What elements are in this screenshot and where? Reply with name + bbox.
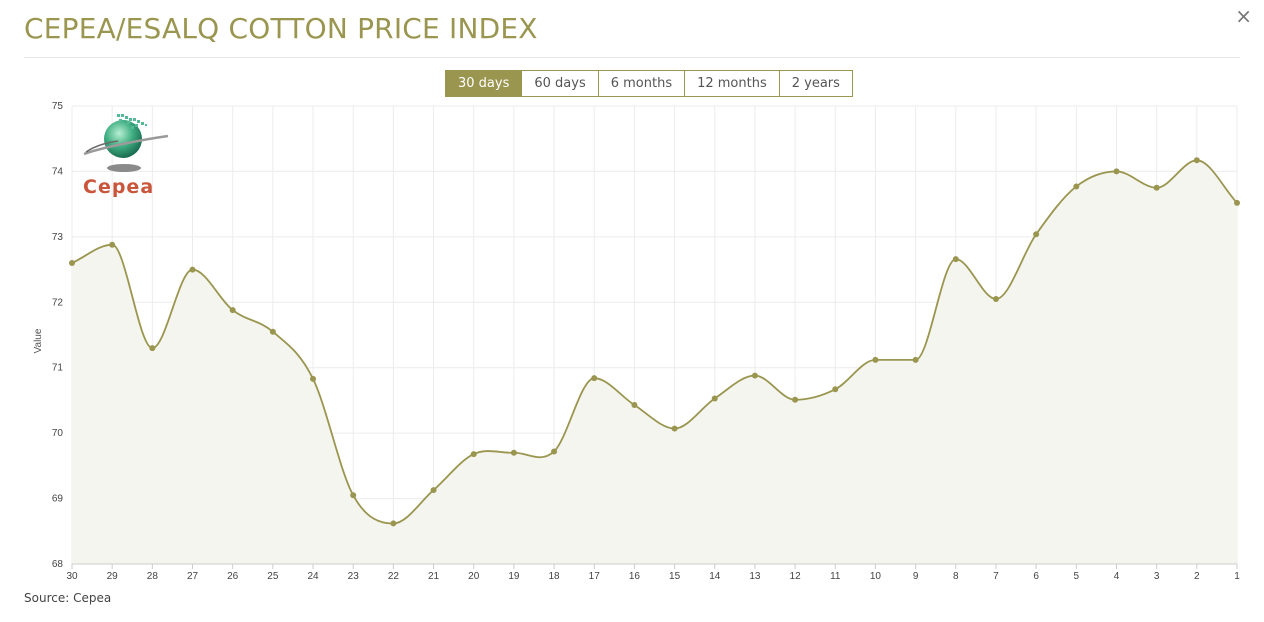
data-point (631, 402, 638, 409)
close-icon[interactable]: × (1235, 4, 1252, 28)
x-tick-label: 9 (913, 571, 919, 582)
logo-pixels (117, 114, 147, 129)
x-tick-label: 2 (1194, 571, 1200, 582)
y-axis-label: Value (33, 328, 44, 353)
x-tick-label: 29 (107, 571, 119, 582)
x-tick-label: 8 (953, 571, 959, 582)
x-tick-label: 25 (267, 571, 279, 582)
x-tick-label: 4 (1114, 571, 1120, 582)
data-point (310, 375, 317, 382)
logo-orbit (83, 134, 169, 156)
x-tick-label: 27 (187, 571, 199, 582)
tab-2-years[interactable]: 2 years (778, 71, 852, 96)
data-point (1073, 183, 1080, 190)
data-point (551, 448, 558, 455)
x-tick-label: 7 (993, 571, 999, 582)
data-point (470, 451, 477, 458)
x-tick-label: 17 (589, 571, 601, 582)
x-tick-label: 15 (669, 571, 681, 582)
chart-area (72, 160, 1237, 564)
x-axis: 30 29 28 27 26 25 24 23 22 21 20 19 18 17 16 15 14 13 12 11… (66, 563, 1240, 582)
x-tick-label: 5 (1074, 571, 1080, 582)
chart-points (69, 157, 1240, 527)
x-tick-label: 19 (508, 571, 520, 582)
data-point (671, 425, 678, 432)
x-tick-label: 11 (830, 571, 841, 582)
y-tick-label: 70 (52, 428, 64, 439)
x-tick-label: 28 (147, 571, 159, 582)
range-tabs: 30 days 60 days 6 months 12 months 2 yea… (445, 70, 853, 97)
data-point (591, 375, 598, 382)
y-tick-label: 68 (52, 559, 64, 570)
data-point (952, 256, 959, 263)
tab-6-months[interactable]: 6 months (597, 71, 684, 96)
x-tick-label: 14 (709, 571, 721, 582)
tab-12-months[interactable]: 12 months (684, 71, 779, 96)
x-tick-label: 6 (1033, 571, 1039, 582)
series-area-fill (72, 160, 1237, 564)
y-tick-label: 72 (52, 297, 64, 308)
data-point (149, 345, 156, 352)
data-point (872, 356, 879, 363)
x-tick-label: 16 (629, 571, 641, 582)
y-tick-label: 75 (52, 101, 64, 112)
data-point (109, 241, 116, 248)
x-tick-label: 1 (1234, 571, 1240, 582)
data-point (992, 296, 999, 303)
x-tick-label: 3 (1154, 571, 1160, 582)
y-tick-label: 71 (52, 363, 64, 374)
x-tick-label: 18 (549, 571, 561, 582)
data-point (792, 396, 799, 403)
x-tick-label: 30 (66, 571, 78, 582)
data-point (1033, 231, 1040, 238)
data-point (350, 492, 357, 499)
logo-shadow (107, 164, 141, 172)
logo-text: Cepea (83, 176, 155, 198)
x-tick-label: 26 (227, 571, 239, 582)
x-tick-label: 24 (307, 571, 319, 582)
cepea-logo (83, 114, 169, 172)
data-point (912, 356, 919, 363)
data-point (229, 307, 236, 314)
data-point (751, 372, 758, 379)
x-tick-label: 21 (428, 571, 440, 582)
data-point (390, 520, 397, 527)
data-point (430, 487, 437, 494)
logo-globe (104, 120, 142, 158)
source-note: Source: Cepea (24, 591, 112, 605)
x-tick-label: 13 (749, 571, 761, 582)
y-axis: 68 69 70 71 72 73 74 75 (52, 101, 64, 570)
data-point (1234, 199, 1240, 206)
y-tick-label: 73 (52, 232, 64, 243)
logo-orbit-inner (85, 140, 119, 153)
page-title: CEPEA/ESALQ COTTON PRICE INDEX (24, 12, 538, 45)
data-point (189, 266, 196, 273)
data-point (1113, 168, 1120, 175)
x-tick-label: 23 (348, 571, 360, 582)
data-point (510, 449, 517, 456)
y-tick-label: 69 (52, 494, 64, 505)
data-point (1153, 184, 1160, 191)
x-tick-label: 12 (790, 571, 802, 582)
x-tick-label: 20 (468, 571, 480, 582)
data-point (711, 395, 718, 402)
data-point (269, 328, 276, 335)
tab-30-days[interactable]: 30 days (446, 71, 522, 96)
data-point (1193, 157, 1200, 164)
data-point (69, 260, 75, 267)
x-tick-label: 22 (388, 571, 400, 582)
header-divider (24, 57, 1240, 58)
data-point (832, 386, 839, 393)
y-tick-label: 74 (52, 166, 64, 177)
tab-60-days[interactable]: 60 days (521, 71, 597, 96)
x-tick-label: 10 (870, 571, 882, 582)
